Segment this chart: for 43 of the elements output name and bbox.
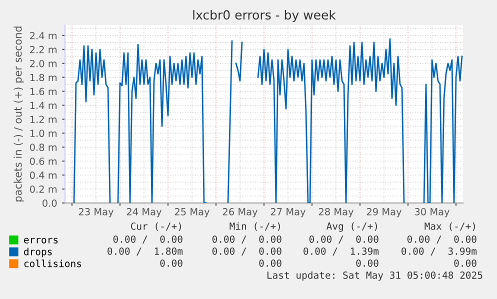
y-tick-label: 2.4 m [30, 32, 57, 40]
y-tick-label: 1.6 m [30, 88, 57, 96]
y-tick-label: 1.2 m [30, 116, 57, 123]
y-tick-label: 0.6 m [30, 158, 57, 165]
x-tick-label: 26 May [222, 208, 258, 218]
text: 0.00 [259, 259, 282, 267]
text: Avg (-/+) [326, 222, 377, 232]
text: 0.00 / 0.00 [212, 235, 282, 244]
y-tick-label: 0.2 m [30, 186, 57, 193]
y-axis-title: packets in (-) / out (+) per second [14, 26, 24, 202]
text: 0.00 / 0.00 [212, 247, 282, 256]
text: 0.00 [160, 259, 182, 267]
legend-label: drops [24, 248, 52, 258]
y-tick-label: 0.8 m [30, 144, 57, 151]
y-tick-label: 0.0 [42, 199, 57, 207]
x-tick-label: 25 May [174, 208, 210, 218]
text: 0.00 / 0.00 [407, 235, 476, 244]
text: 0.00 / 0.00 [113, 235, 182, 244]
y-tick-label: 1.8 m [30, 74, 57, 82]
y-tick-label: 2.0 m [30, 60, 57, 68]
y-tick-label: 1.4 m [30, 102, 57, 109]
text: 0.00 [356, 259, 378, 267]
text: Last update: Sat May 31 05:00:48 2025 [267, 271, 482, 281]
y-tick-label: 2.2 m [30, 46, 57, 54]
x-tick-label: 23 May [78, 208, 114, 218]
text: Max (-/+) [424, 222, 475, 231]
legend-label: collisions [24, 260, 82, 268]
y-tick-label: 0.4 m [30, 172, 57, 179]
x-tick-label: 24 May [126, 208, 162, 218]
text: 0.00 [454, 259, 476, 267]
text: 0.00 / 1.39m [304, 247, 379, 256]
text: 0.00 / 3.99m [402, 247, 477, 256]
x-tick-label: 28 May [318, 208, 354, 218]
legend-label: errors [24, 238, 58, 244]
x-tick-label: 30 May [414, 208, 450, 218]
text: 0.00 / 0.00 [309, 235, 378, 244]
x-tick-label: 29 May [366, 208, 402, 218]
y-tick-label: 1.0 m [30, 130, 57, 138]
x-tick-label: 27 May [270, 208, 306, 218]
chart-title: lxcbr0 errors - by week [193, 10, 336, 22]
text: Min (-/+) [230, 222, 280, 231]
text: Cur (-/+) [130, 222, 181, 231]
text: 0.00 / 1.80m [108, 247, 183, 256]
